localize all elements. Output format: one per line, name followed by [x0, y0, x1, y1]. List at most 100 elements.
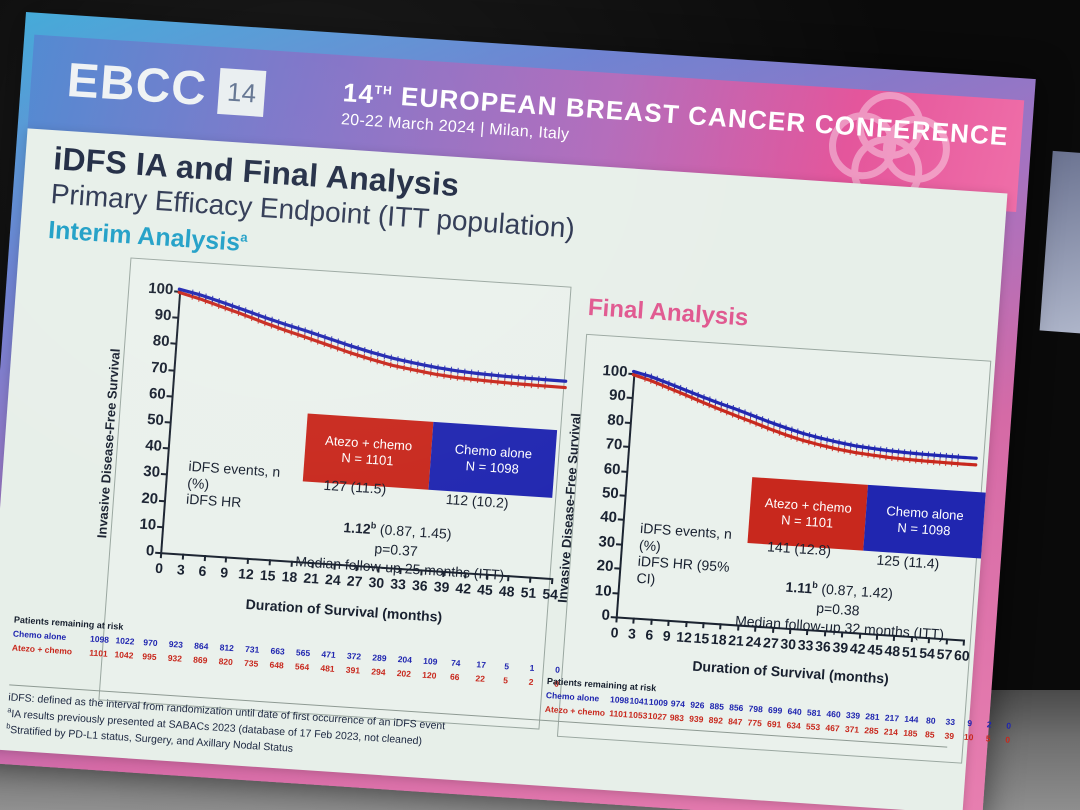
interim-risk-row-label-chemo: Chemo alone: [12, 628, 67, 643]
final-legend-atezo: Atezo + chemo N = 1101: [747, 477, 868, 551]
conference-edition-suffix: TH: [374, 82, 394, 98]
x-tick-mark: [159, 552, 163, 559]
interim-y-tick: 10: [138, 515, 157, 534]
risk-value: 144: [903, 713, 919, 725]
risk-value: 939: [688, 713, 704, 725]
interim-y-tick: 50: [146, 410, 165, 430]
risk-value: 85: [924, 729, 935, 740]
final-legend-chemo-n: N = 1098: [896, 519, 951, 539]
final-km-curves: [631, 369, 978, 467]
risk-value: 109: [422, 655, 438, 667]
interim-km-curves: [177, 287, 568, 390]
risk-value: 2: [986, 719, 992, 730]
risk-value: 1098: [89, 633, 110, 645]
x-tick-mark: [632, 617, 636, 624]
interim-events-label: iDFS events, n (%) iDFS HR: [186, 458, 281, 514]
risk-value: 460: [826, 708, 842, 720]
risk-value: 481: [320, 662, 335, 674]
ebcc-logo-badge: 14: [217, 68, 267, 117]
risk-value: 1098: [609, 694, 630, 706]
risk-value: 731: [244, 643, 260, 655]
risk-value: 1042: [114, 649, 134, 661]
risk-value: 856: [728, 702, 744, 714]
x-tick-mark: [203, 554, 206, 562]
final-y-tick: 80: [606, 411, 625, 430]
interim-y-tick: 30: [142, 463, 161, 482]
ebcc-logo-text: EBCC: [65, 53, 209, 117]
final-hr-point-estimate: 1.11b: [785, 578, 819, 596]
slide: EBCC 14 14TH EUROPEAN BREAST CANCER CONF…: [0, 12, 1036, 810]
interim-legend-chemo: Chemo alone N = 1098: [428, 421, 558, 498]
interim-legend-chemo-n: N = 1098: [465, 458, 520, 477]
interim-hr-point-estimate: 1.12b: [342, 518, 377, 537]
risk-value: 847: [727, 716, 743, 728]
risk-value: 926: [689, 699, 705, 711]
risk-value: 581: [806, 707, 822, 719]
risk-value: 17: [476, 659, 487, 670]
risk-value: 372: [346, 650, 362, 662]
x-tick-mark: [225, 556, 228, 563]
risk-value: 371: [844, 723, 860, 735]
risk-value: 820: [218, 656, 234, 668]
risk-value: 391: [345, 664, 361, 676]
final-legend-atezo-n: N = 1101: [780, 512, 834, 531]
risk-value: 1053: [628, 709, 648, 721]
risk-value: 1101: [608, 708, 629, 720]
risk-value: 33: [945, 716, 956, 728]
final-y-tick: 0: [600, 606, 611, 624]
risk-value: 467: [825, 722, 840, 734]
section-heading-interim: Interim Analysisa: [47, 216, 248, 258]
risk-value: 983: [669, 712, 685, 724]
final-hr-footnote-mark: b: [812, 579, 819, 590]
interim-legend-atezo: Atezo + chemo N = 1101: [302, 413, 434, 490]
section-heading-interim-footnote-mark: a: [239, 229, 249, 245]
final-y-tick: 100: [601, 362, 629, 381]
risk-value: 974: [670, 698, 686, 710]
final-y-tick: 30: [597, 532, 616, 551]
risk-value: 735: [243, 657, 259, 669]
risk-value: 1: [529, 662, 535, 674]
risk-value: 553: [805, 721, 821, 733]
risk-value: 970: [142, 637, 158, 649]
risk-value: 932: [167, 652, 183, 664]
final-y-tick: 20: [596, 557, 615, 576]
risk-value: 185: [902, 727, 918, 739]
risk-value: 691: [766, 718, 782, 730]
risk-value: 9: [967, 717, 973, 729]
risk-value: 892: [708, 714, 724, 726]
interim-y-tick: 80: [152, 332, 171, 351]
risk-value: 202: [396, 668, 412, 679]
risk-value: 663: [270, 645, 286, 657]
risk-value: 923: [168, 638, 184, 650]
x-tick-mark: [550, 578, 554, 585]
risk-value: 204: [397, 654, 413, 665]
risk-value: 289: [371, 652, 387, 664]
risk-value: 648: [269, 659, 285, 671]
risk-value: 885: [709, 700, 725, 712]
final-y-tick: 50: [601, 484, 620, 503]
risk-value: 812: [219, 642, 235, 654]
adjacent-screen-panel: [1039, 150, 1080, 340]
risk-value: 995: [141, 651, 157, 663]
risk-value: 0: [1005, 720, 1012, 731]
final-y-tick: 40: [599, 508, 618, 527]
interim-hr-footnote-mark: b: [370, 519, 377, 531]
final-events-label: iDFS events, n (%) iDFS HR (95% CI): [636, 520, 732, 592]
interim-risk-row-label-atezo: Atezo + chemo: [11, 642, 73, 657]
x-tick-mark: [650, 618, 653, 625]
x-tick-mark: [684, 621, 688, 628]
conference-edition-number: 14: [341, 77, 376, 110]
risk-value: 5: [503, 661, 510, 672]
section-heading-interim-label: Interim Analysis: [47, 215, 242, 257]
risk-value: 640: [787, 706, 803, 717]
risk-value: 0: [1004, 734, 1011, 745]
interim-y-tick: 40: [144, 437, 163, 456]
final-y-tick: 90: [608, 386, 627, 405]
risk-value: 74: [450, 657, 461, 669]
risk-value: 214: [883, 726, 899, 738]
interim-legend-atezo-n: N = 1101: [340, 449, 395, 469]
risk-value: 66: [449, 671, 460, 683]
risk-value: 285: [864, 725, 879, 737]
risk-value: 864: [193, 640, 209, 652]
